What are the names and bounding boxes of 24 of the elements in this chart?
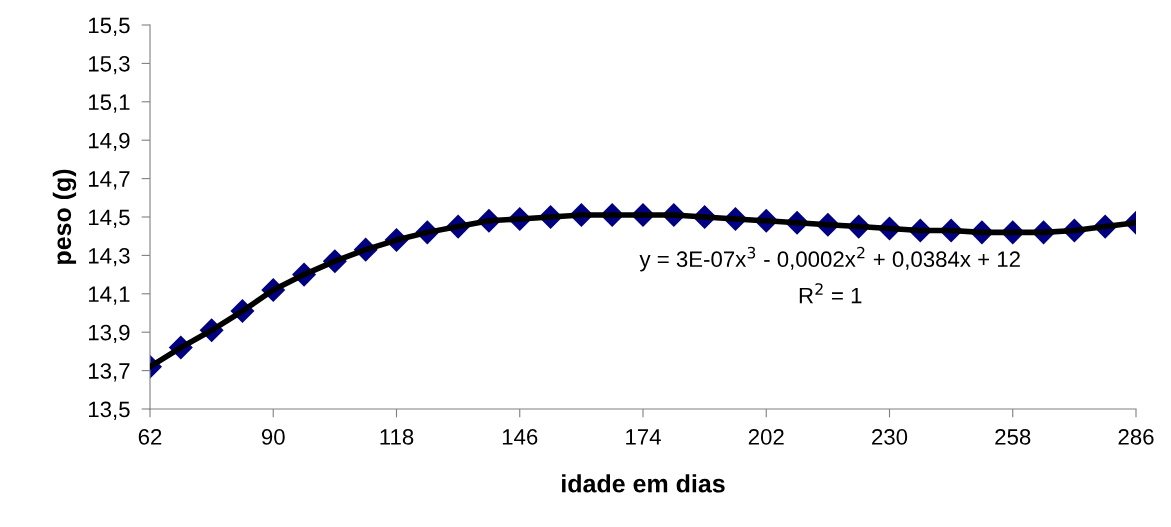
y-tick-label: 15,1 xyxy=(89,94,130,113)
x-tick-label: 286 xyxy=(1118,429,1154,445)
y-tick-label: 14,5 xyxy=(89,209,130,228)
y-tick-label: 15,3 xyxy=(89,55,130,75)
annotation: R$^{2}$ = 1 xyxy=(799,283,862,304)
y-tick-label: 14,3 xyxy=(89,247,130,267)
x-tick-label: 230 xyxy=(872,429,908,445)
y-tick-label: 14,9 xyxy=(89,132,130,152)
y-axis-title: peso (g) xyxy=(52,169,77,264)
x-tick-label: 146 xyxy=(502,429,538,445)
x-tick-label: 118 xyxy=(380,429,414,445)
y-tick-label: 14,7 xyxy=(89,171,130,190)
x-tick-label: 258 xyxy=(995,429,1031,445)
y-tick-label: 13,9 xyxy=(89,324,130,344)
x-tick-label: 202 xyxy=(748,429,784,445)
x-axis-title: idade em dias xyxy=(562,474,725,493)
y-tick-label: 13,5 xyxy=(89,401,130,420)
y-tick-label: 13,7 xyxy=(89,363,130,382)
annotation: y = 3E-07x$^{3}$ - 0,0002x$^{2}$ + 0,0384x + 12 xyxy=(639,246,1020,272)
y-tick-label: 14,1 xyxy=(89,286,130,305)
x-tick-label: 174 xyxy=(626,429,661,445)
x-tick-label: 90 xyxy=(261,429,285,445)
y-tick-label: 15,5 xyxy=(89,17,130,36)
x-tick-label: 62 xyxy=(138,429,162,445)
